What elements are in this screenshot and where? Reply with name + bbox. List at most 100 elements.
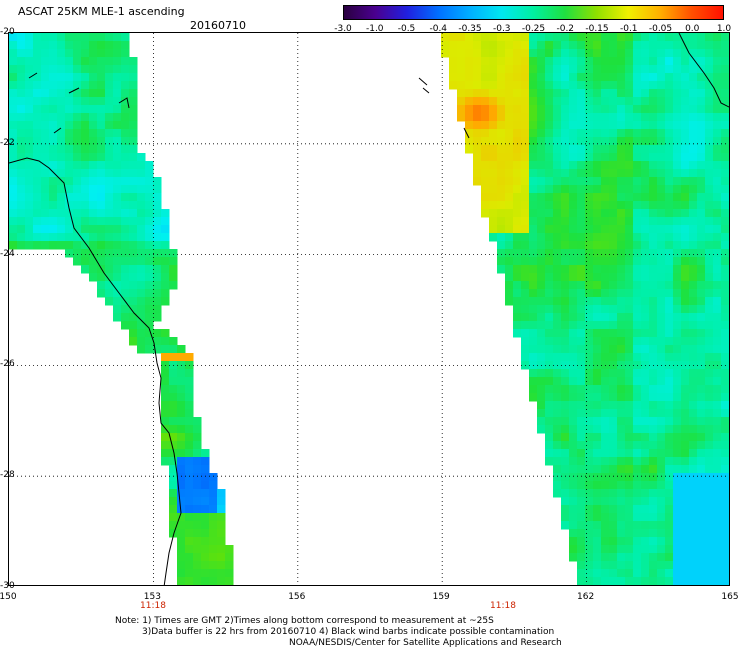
data-cell <box>153 201 162 210</box>
data-cell <box>529 81 538 90</box>
data-cell <box>561 129 570 138</box>
data-cell <box>545 345 554 354</box>
data-cell <box>553 457 562 466</box>
data-cell <box>649 441 658 450</box>
data-cell <box>713 337 722 346</box>
data-cell <box>697 129 706 138</box>
data-cell <box>593 417 602 426</box>
data-cell <box>569 153 578 162</box>
data-cell <box>593 321 602 330</box>
data-cell <box>113 249 122 258</box>
data-cell <box>129 193 138 202</box>
data-cell <box>601 97 610 106</box>
data-cell <box>105 201 114 210</box>
data-cell <box>609 337 618 346</box>
data-cell <box>681 57 690 66</box>
data-cell <box>569 537 578 546</box>
data-cell <box>657 201 666 210</box>
data-cell <box>105 233 114 242</box>
data-cell <box>577 345 586 354</box>
data-cell <box>41 97 50 106</box>
data-cell <box>609 169 618 178</box>
data-cell <box>609 161 618 170</box>
data-cell <box>49 145 58 154</box>
data-cell <box>441 41 450 50</box>
data-cell <box>585 41 594 50</box>
data-cell <box>601 393 610 402</box>
data-cell <box>649 529 658 538</box>
data-cell <box>665 225 674 234</box>
data-cell <box>585 377 594 386</box>
data-cell <box>657 305 666 314</box>
data-cell <box>641 105 650 114</box>
data-cell <box>33 137 42 146</box>
data-cell <box>545 281 554 290</box>
data-cell <box>617 273 626 282</box>
data-cell <box>65 177 74 186</box>
data-cell <box>561 313 570 322</box>
data-cell <box>561 385 570 394</box>
data-cell <box>465 81 474 90</box>
data-cell <box>633 513 642 522</box>
data-cell <box>569 425 578 434</box>
data-cell <box>209 569 218 578</box>
data-cell <box>697 257 706 266</box>
data-cell <box>585 145 594 154</box>
data-cell <box>641 369 650 378</box>
data-cell <box>609 569 618 578</box>
data-cell <box>169 481 178 490</box>
data-cell <box>665 169 674 178</box>
data-cell <box>593 209 602 218</box>
data-cell <box>609 257 618 266</box>
data-cell <box>545 185 554 194</box>
data-cell <box>649 297 658 306</box>
data-cell <box>713 201 722 210</box>
data-cell <box>561 345 570 354</box>
data-cell <box>649 417 658 426</box>
data-cell <box>545 417 554 426</box>
data-cell <box>65 241 74 250</box>
data-cell <box>569 297 578 306</box>
data-cell <box>561 441 570 450</box>
data-cell <box>473 49 482 58</box>
data-cell <box>161 441 170 450</box>
data-cell <box>169 417 178 426</box>
data-cell <box>617 73 626 82</box>
data-cell <box>25 233 34 242</box>
data-cell <box>521 137 530 146</box>
data-cell <box>529 369 538 378</box>
data-cell <box>601 137 610 146</box>
data-cell <box>81 33 90 42</box>
data-cell <box>609 465 618 474</box>
data-cell <box>673 33 682 42</box>
data-cell <box>705 161 714 170</box>
data-cell <box>641 529 650 538</box>
data-cell <box>601 553 610 562</box>
data-cell <box>721 105 729 114</box>
data-cell <box>25 105 34 114</box>
data-cell <box>665 305 674 314</box>
data-cell <box>609 209 618 218</box>
data-cell <box>73 65 82 74</box>
data-cell <box>545 105 554 114</box>
data-cell <box>585 545 594 554</box>
data-cell <box>721 49 729 58</box>
data-cell <box>609 433 618 442</box>
data-cell <box>721 329 729 338</box>
data-cell <box>161 297 170 306</box>
data-cell <box>225 545 234 554</box>
data-cell <box>657 49 666 58</box>
data-cell <box>689 385 698 394</box>
data-cell <box>537 225 546 234</box>
data-cell <box>713 545 722 554</box>
data-cell <box>649 313 658 322</box>
data-cell <box>593 65 602 74</box>
data-cell <box>9 177 18 186</box>
data-cell <box>41 41 50 50</box>
longitude-label: 150 <box>0 592 17 602</box>
data-cell <box>113 289 122 298</box>
data-cell <box>705 529 714 538</box>
data-cell <box>649 233 658 242</box>
data-cell <box>537 185 546 194</box>
data-cell <box>585 353 594 362</box>
